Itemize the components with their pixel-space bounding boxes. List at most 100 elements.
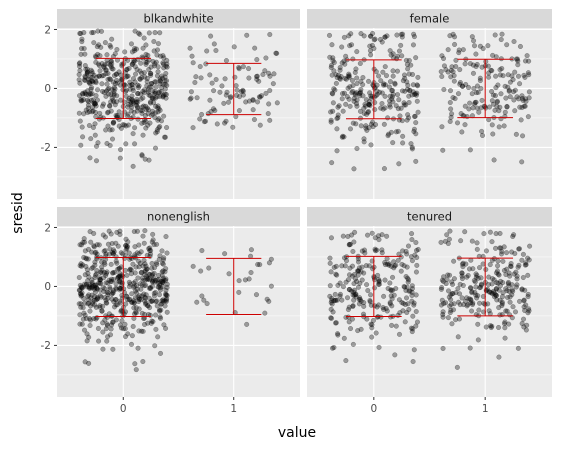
data-point: [260, 72, 266, 78]
data-point: [411, 34, 417, 40]
data-point: [516, 262, 522, 268]
data-point: [113, 112, 119, 118]
data-point: [93, 114, 99, 120]
data-point: [351, 98, 357, 104]
data-point: [133, 290, 139, 296]
data-point: [111, 249, 117, 255]
data-point: [400, 140, 406, 146]
data-point: [144, 59, 150, 65]
data-point: [159, 298, 165, 304]
data-point: [88, 136, 94, 142]
data-point: [331, 298, 337, 304]
data-point: [519, 105, 525, 111]
data-point: [381, 81, 387, 87]
data-point: [328, 109, 334, 115]
data-point: [345, 85, 351, 91]
data-point: [163, 292, 169, 298]
data-point: [113, 297, 119, 303]
data-point: [487, 289, 493, 295]
data-point: [339, 44, 345, 50]
data-point: [379, 250, 385, 256]
data-point: [413, 92, 419, 98]
data-point: [162, 91, 168, 97]
data-point: [399, 34, 405, 40]
data-point: [164, 309, 170, 315]
data-point: [117, 270, 123, 276]
data-point: [415, 83, 421, 89]
data-point: [492, 294, 498, 300]
data-point: [382, 277, 388, 283]
data-point: [357, 89, 363, 95]
data-point: [79, 124, 85, 130]
data-point: [414, 90, 420, 96]
data-point: [109, 291, 115, 297]
data-point: [114, 302, 120, 308]
data-point: [133, 71, 139, 77]
data-point: [160, 75, 166, 81]
data-point: [361, 303, 367, 309]
data-point: [146, 92, 152, 98]
data-point: [157, 124, 163, 130]
data-point: [396, 48, 402, 54]
data-point: [395, 92, 401, 98]
data-point: [332, 291, 338, 297]
data-point: [344, 94, 350, 100]
data-point: [124, 243, 130, 249]
data-point: [350, 303, 356, 309]
data-point: [161, 65, 167, 71]
data-point: [406, 243, 412, 249]
data-point: [389, 94, 395, 100]
data-point: [335, 115, 341, 121]
data-point: [388, 52, 394, 58]
data-point: [112, 51, 118, 57]
data-point: [395, 128, 401, 134]
data-point: [81, 77, 87, 83]
data-point: [370, 119, 376, 125]
data-point: [440, 309, 446, 315]
data-point: [526, 58, 532, 64]
data-point: [146, 271, 152, 277]
data-point: [127, 79, 133, 85]
data-point: [504, 104, 510, 110]
data-point: [124, 246, 130, 252]
data-point: [157, 285, 163, 291]
data-point: [477, 78, 483, 84]
data-point: [203, 61, 209, 67]
data-point: [151, 100, 157, 106]
data-point: [120, 309, 126, 315]
data-point: [136, 299, 142, 305]
data-point: [389, 296, 395, 302]
data-point: [86, 92, 92, 98]
data-point: [450, 95, 456, 101]
data-point: [147, 272, 153, 278]
data-point: [380, 106, 386, 112]
data-point: [153, 95, 159, 101]
data-point: [97, 277, 103, 283]
data-point: [335, 72, 341, 78]
data-point: [105, 109, 111, 115]
data-point: [93, 93, 99, 99]
data-point: [516, 73, 522, 79]
data-point: [150, 111, 156, 117]
data-point: [135, 104, 141, 110]
data-point: [334, 116, 340, 122]
data-point: [129, 93, 135, 99]
data-point: [81, 111, 87, 117]
data-point: [79, 242, 85, 248]
data-point: [480, 132, 486, 138]
data-point: [110, 66, 116, 72]
data-point: [335, 104, 341, 110]
data-point: [391, 292, 397, 298]
data-point: [158, 279, 164, 285]
data-point: [119, 318, 125, 324]
data-point: [142, 156, 148, 162]
data-point: [108, 231, 114, 237]
data-point: [130, 261, 136, 267]
data-point: [520, 133, 526, 139]
data-point: [337, 291, 343, 297]
data-point: [404, 264, 410, 270]
data-point: [274, 100, 280, 106]
data-point: [250, 97, 256, 103]
data-point: [111, 299, 117, 305]
